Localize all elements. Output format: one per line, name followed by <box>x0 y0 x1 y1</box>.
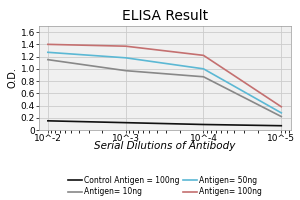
Line: Antigen= 50ng: Antigen= 50ng <box>48 52 281 113</box>
Antigen= 50ng <box>124 57 128 59</box>
Antigen= 10ng <box>46 58 50 61</box>
Antigen= 10ng <box>202 76 205 78</box>
Control Antigen = 100ng <box>46 120 50 122</box>
Text: Serial Dilutions of Antibody: Serial Dilutions of Antibody <box>94 141 236 151</box>
Control Antigen = 100ng <box>124 121 128 124</box>
Antigen= 100ng <box>124 45 128 47</box>
Y-axis label: O.D.: O.D. <box>8 68 18 88</box>
Antigen= 10ng <box>280 115 283 118</box>
Antigen= 10ng <box>124 69 128 72</box>
Antigen= 50ng <box>202 68 205 70</box>
Control Antigen = 100ng <box>280 125 283 127</box>
Line: Control Antigen = 100ng: Control Antigen = 100ng <box>48 121 281 126</box>
Antigen= 100ng <box>46 43 50 46</box>
Line: Antigen= 100ng: Antigen= 100ng <box>48 44 281 107</box>
Antigen= 100ng <box>202 54 205 57</box>
Antigen= 50ng <box>46 51 50 54</box>
Control Antigen = 100ng <box>202 123 205 126</box>
Antigen= 50ng <box>280 112 283 114</box>
Line: Antigen= 10ng: Antigen= 10ng <box>48 60 281 117</box>
Legend: Control Antigen = 100ng, Antigen= 10ng, Antigen= 50ng, Antigen= 100ng: Control Antigen = 100ng, Antigen= 10ng, … <box>68 176 262 196</box>
Title: ELISA Result: ELISA Result <box>122 9 208 23</box>
Antigen= 100ng <box>280 106 283 108</box>
